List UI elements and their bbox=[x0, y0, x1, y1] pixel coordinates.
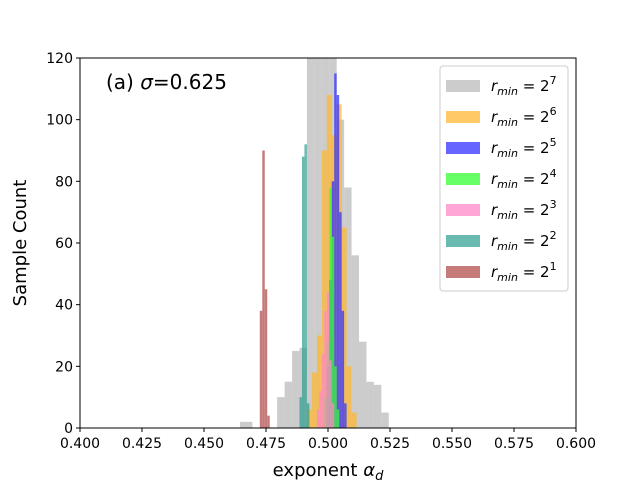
bar-series-2-bin-6 bbox=[341, 310, 345, 428]
x-tick-label: 0.425 bbox=[122, 436, 162, 452]
bar-series-0-bin-10 bbox=[344, 187, 352, 428]
bar-series-0-bin-5 bbox=[306, 58, 315, 428]
bar-series-4-bin-3 bbox=[324, 310, 327, 428]
legend-entry-label: rmin = 23 bbox=[491, 198, 557, 222]
bar-series-6-bin-0 bbox=[259, 310, 263, 428]
y-axis-label: Sample Count bbox=[10, 180, 31, 307]
x-tick-label: 0.500 bbox=[308, 436, 348, 452]
legend-entry-label: rmin = 26 bbox=[491, 105, 557, 129]
x-tick-label: 0.550 bbox=[432, 436, 472, 452]
bar-series-0-bin-12 bbox=[359, 341, 367, 428]
y-tick-label: 20 bbox=[55, 359, 73, 375]
histogram-bars bbox=[239, 58, 389, 428]
bar-series-0-bin-6 bbox=[314, 58, 322, 428]
x-axis-ticks: 0.400 0.425 0.450 0.475 0.500 0.525 0.550 0.575… bbox=[60, 428, 596, 452]
y-tick-label: 100 bbox=[46, 113, 73, 129]
bar-series-0-bin-13 bbox=[366, 381, 374, 428]
bar-series-4-bin-2 bbox=[321, 354, 325, 428]
legend: rmin = 27 rmin = 26 rmin = 25 rmin = 24 rmin… bbox=[439, 65, 569, 292]
legend-swatch bbox=[446, 266, 480, 278]
legend-swatch bbox=[446, 173, 480, 185]
bar-series-1-bin-2 bbox=[316, 335, 322, 428]
bar-series-4-bin-1 bbox=[319, 391, 322, 428]
bar-series-0-bin-15 bbox=[381, 412, 389, 428]
bar-series-6-bin-3 bbox=[267, 415, 270, 428]
bar-series-5-bin-2 bbox=[304, 144, 307, 428]
x-tick-label: 0.400 bbox=[60, 436, 100, 452]
legend-entry-label: rmin = 25 bbox=[491, 136, 557, 160]
bar-series-3-bin-2 bbox=[329, 187, 332, 428]
legend-entry-label: rmin = 24 bbox=[491, 167, 557, 191]
x-tick-label: 0.575 bbox=[494, 436, 534, 452]
bar-series-5-bin-1 bbox=[301, 156, 305, 428]
y-tick-label: 0 bbox=[64, 421, 73, 437]
x-tick-label: 0.450 bbox=[184, 436, 224, 452]
legend-entry-label: rmin = 27 bbox=[491, 74, 557, 98]
x-tick-label: 0.525 bbox=[370, 436, 410, 452]
bar-series-2-bin-3 bbox=[334, 73, 337, 428]
bar-series-4-bin-0 bbox=[316, 409, 320, 428]
bar-series-0-bin-2 bbox=[284, 381, 293, 428]
bar-series-6-bin-2 bbox=[264, 289, 268, 428]
y-tick-label: 120 bbox=[46, 51, 73, 67]
legend-entry-label: rmin = 21 bbox=[491, 260, 557, 284]
y-axis-ticks: 0 20 40 60 80 100 120 bbox=[46, 51, 80, 437]
legend-swatch bbox=[446, 111, 480, 123]
bar-series-5-bin-3 bbox=[306, 403, 310, 428]
bar-series-1-bin-1 bbox=[311, 372, 317, 428]
x-tick-label: 0.600 bbox=[556, 436, 596, 452]
x-axis-label: exponent αd bbox=[273, 460, 384, 480]
bar-series-3-bin-4 bbox=[334, 366, 337, 428]
legend-swatch bbox=[446, 235, 480, 247]
y-tick-label: 80 bbox=[55, 174, 73, 190]
bar-series-4-bin-6 bbox=[331, 403, 335, 428]
legend-swatch bbox=[446, 142, 480, 154]
bar-series-2-bin-5 bbox=[339, 212, 342, 428]
bar-series-4-bin-5 bbox=[329, 360, 332, 428]
bar-series-0-bin-1 bbox=[277, 397, 285, 428]
bar-series-6-bin-1 bbox=[262, 150, 265, 428]
legend-swatch bbox=[446, 204, 480, 216]
bar-series-1-bin-9 bbox=[351, 412, 357, 428]
bar-series-5-bin-0 bbox=[299, 397, 302, 428]
bar-series-0-bin-3 bbox=[292, 350, 300, 428]
legend-swatch bbox=[446, 80, 480, 92]
bar-series-3-bin-3 bbox=[331, 236, 335, 428]
bar-series-3-bin-5 bbox=[336, 409, 340, 428]
y-tick-label: 40 bbox=[55, 298, 73, 314]
legend-entry-label: rmin = 22 bbox=[491, 229, 557, 253]
bar-series-2-bin-7 bbox=[344, 403, 347, 428]
bar-series-0-bin-14 bbox=[373, 384, 382, 428]
panel-annotation: (a) σ=0.625 bbox=[106, 70, 227, 94]
x-tick-label: 0.475 bbox=[246, 436, 286, 452]
bar-series-0-bin-11 bbox=[351, 255, 359, 428]
y-tick-label: 60 bbox=[55, 236, 73, 252]
bar-series-0-bin-0 bbox=[239, 421, 253, 428]
bar-series-2-bin-4 bbox=[336, 95, 340, 428]
bar-series-1-bin-3 bbox=[321, 150, 327, 428]
bar-series-1-bin-8 bbox=[346, 366, 352, 428]
bar-series-4-bin-4 bbox=[326, 292, 330, 428]
